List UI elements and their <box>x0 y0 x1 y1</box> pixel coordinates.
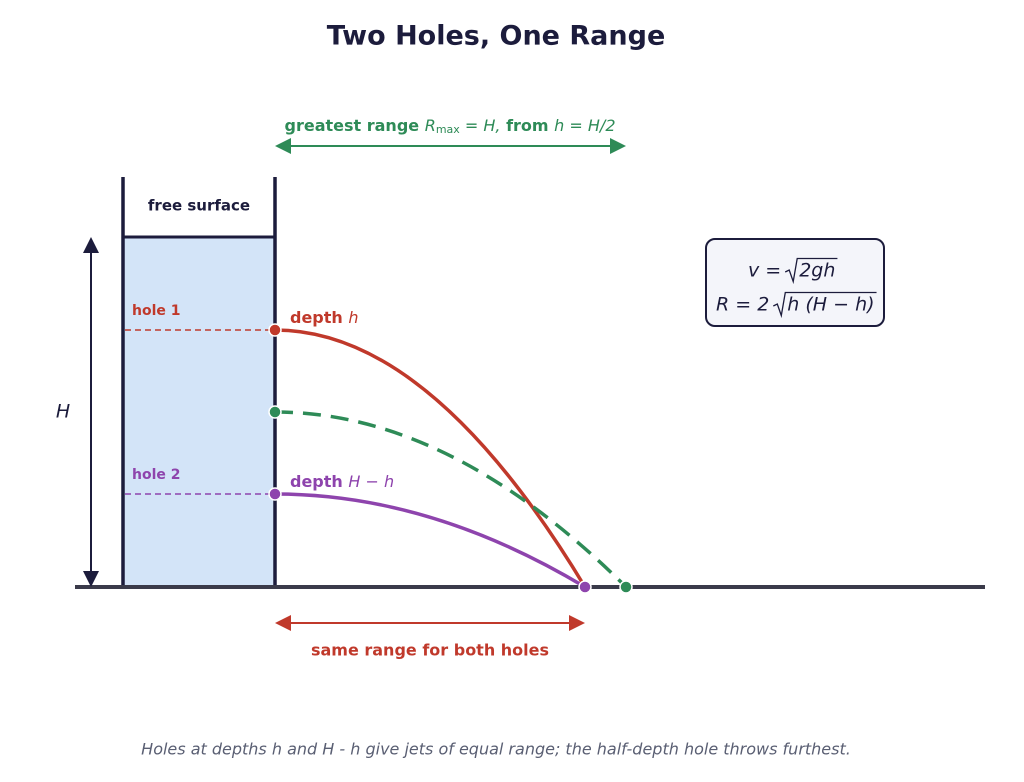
landing-shared <box>578 580 592 594</box>
hole1-label: hole 1 <box>132 303 181 319</box>
hole-middle <box>268 405 282 419</box>
radical-sign <box>784 257 838 285</box>
jet-1 <box>274 328 587 588</box>
title: Two Holes, One Range <box>327 21 666 52</box>
formula-lhs: v = <box>748 260 781 282</box>
same-range-label: same range for both holes <box>311 641 549 660</box>
formula-r: R = 2 h (H − h) <box>716 291 877 319</box>
jet-middle <box>274 410 628 589</box>
caption: Holes at depths h and H - h give jets of… <box>141 740 851 759</box>
landing-middle <box>619 580 633 594</box>
formula-box <box>705 238 885 327</box>
depth2-label: depth H − h <box>290 472 394 491</box>
formula-v: v = 2gh <box>748 257 838 285</box>
depth1-label: depth h <box>290 308 359 327</box>
hole1 <box>268 323 282 337</box>
free-surface-label: free surface <box>148 197 250 215</box>
formula-radicand: h (H − h) <box>787 294 874 316</box>
greatest-range-label: greatest range Rmax = H, from h = H/2 <box>285 116 616 137</box>
hole2 <box>268 487 282 501</box>
hole2-label: hole 2 <box>132 467 181 483</box>
radical-sign <box>773 291 877 319</box>
water <box>123 237 275 587</box>
height-label: H <box>56 401 70 423</box>
formula-radicand: 2gh <box>799 260 835 282</box>
jet-2 <box>274 492 586 589</box>
formula-lhs: R = 2 <box>716 294 769 316</box>
